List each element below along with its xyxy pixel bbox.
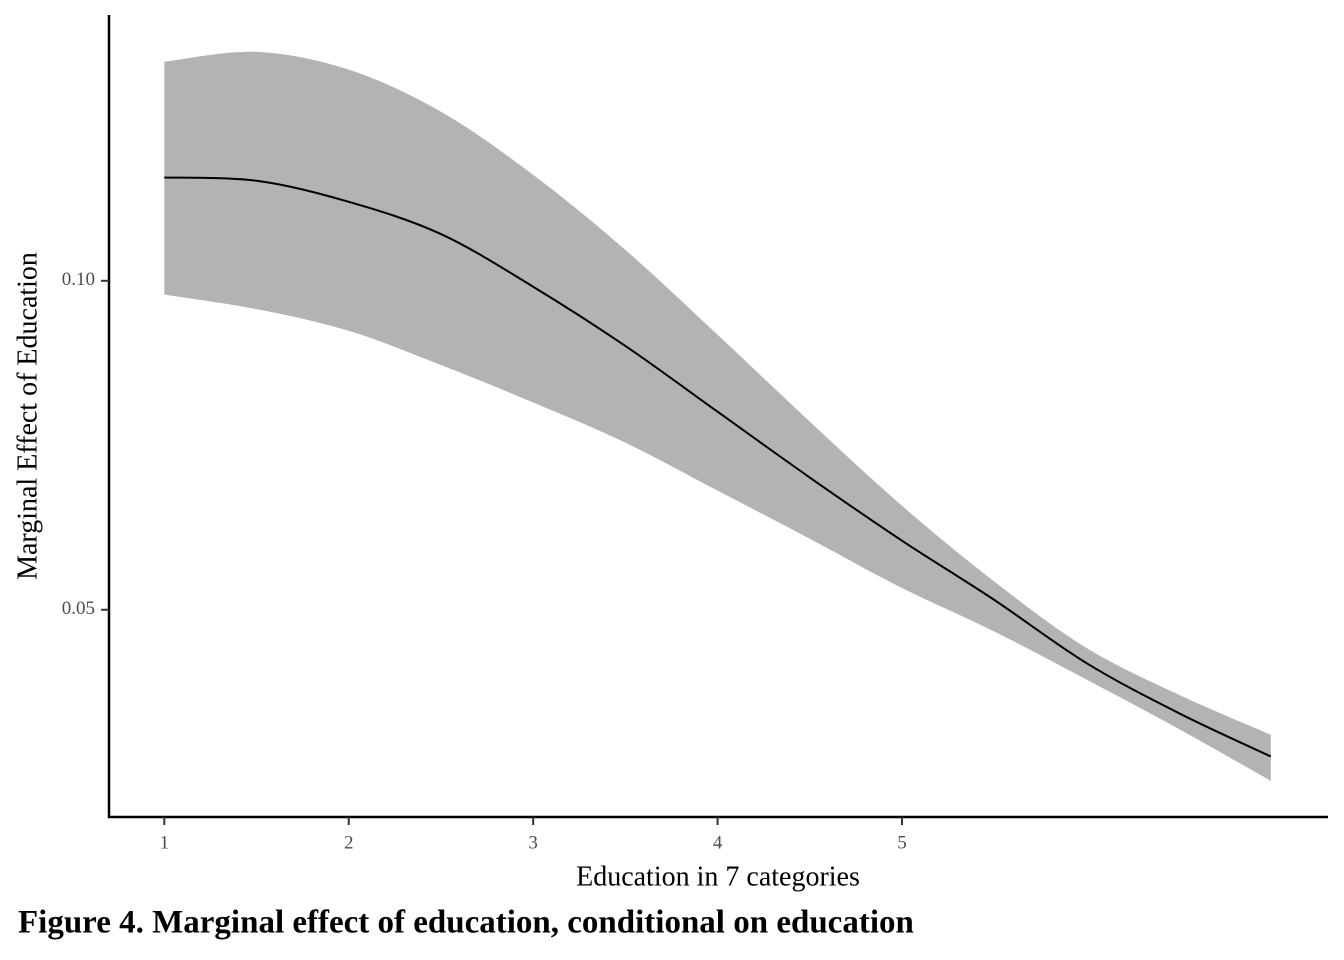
x-tick-label: 4 [713, 832, 723, 853]
y-tick-label: 0.10 [62, 269, 95, 290]
figure-title: Figure 4. Marginal effect of education, … [18, 905, 914, 941]
x-tick-label: 1 [160, 832, 170, 853]
y-tick-label: 0.05 [62, 598, 95, 619]
x-tick-label: 2 [344, 832, 354, 853]
x-tick-label: 5 [897, 832, 907, 853]
line [164, 176, 1272, 758]
y-axis-title: Marginal Effect of Education [12, 252, 43, 580]
x-axis-title: Education in 7 categories [576, 861, 860, 892]
x-tick-label: 3 [528, 832, 538, 853]
confidence-band [164, 51, 1271, 781]
